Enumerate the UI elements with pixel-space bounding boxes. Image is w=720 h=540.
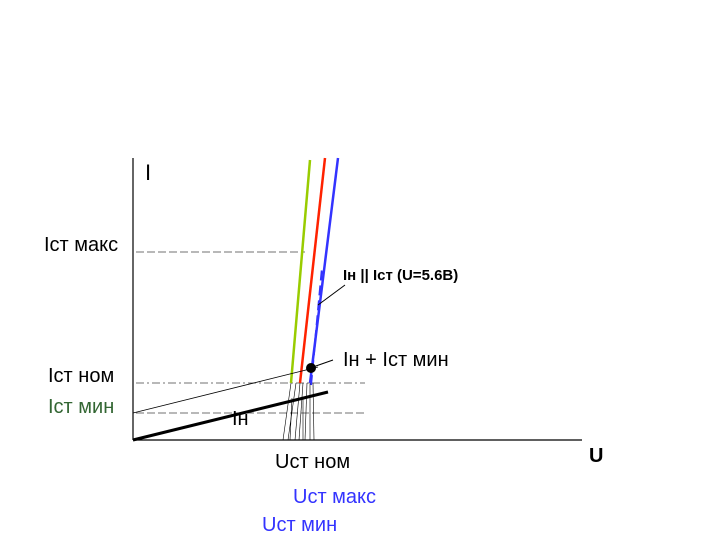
ist-max-label: Iст макс bbox=[44, 234, 118, 256]
nom-curve bbox=[298, 157, 327, 384]
u-nom-label: Uст ном bbox=[275, 451, 350, 473]
sum-leader bbox=[312, 359, 334, 368]
x-axis-label: U bbox=[589, 445, 603, 467]
ist-min-label: Iст мин bbox=[48, 396, 114, 418]
load-annotation: Iн bbox=[232, 408, 249, 430]
min-curve bbox=[289, 159, 312, 384]
projection-lines bbox=[282, 382, 315, 441]
load-line bbox=[132, 390, 329, 442]
operating-point bbox=[306, 363, 316, 373]
u-min-label: Uст мин bbox=[262, 514, 337, 536]
parallel-annotation: Iн || Iст (U=5.6В) bbox=[343, 267, 458, 284]
ist-nom-label: Iст ном bbox=[48, 365, 114, 387]
y-axis-label: I bbox=[145, 160, 151, 185]
u-max-label: Uст макс bbox=[293, 486, 376, 508]
sum-annotation: Iн + Iст мин bbox=[343, 349, 449, 371]
sum-line bbox=[132, 366, 319, 414]
parallel-leader bbox=[317, 284, 346, 306]
